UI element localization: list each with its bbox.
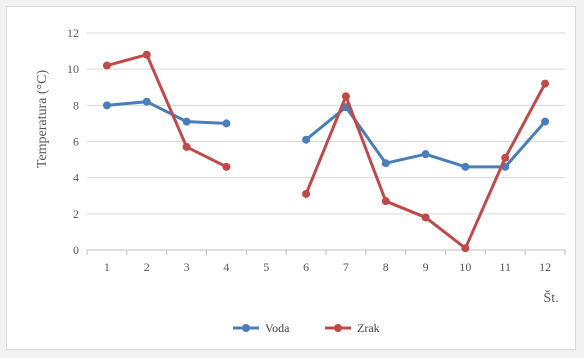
y-tick-label: 0 xyxy=(73,243,79,257)
x-tick-label: 4 xyxy=(223,260,229,274)
y-tick-label: 6 xyxy=(73,135,79,149)
legend-label-voda: Voda xyxy=(265,321,290,335)
y-axis-title: Temperatura (°C) xyxy=(35,70,50,169)
x-tick-label: 11 xyxy=(499,260,511,274)
series-group xyxy=(102,50,550,253)
x-tick-label: 2 xyxy=(144,260,150,274)
data-point-voda xyxy=(541,117,550,126)
data-point-voda xyxy=(142,97,151,106)
x-tick-label: 8 xyxy=(383,260,389,274)
data-point-voda xyxy=(182,117,191,126)
series-line-voda xyxy=(105,100,228,125)
legend-marker-zrak xyxy=(334,324,342,332)
y-tick-label: 2 xyxy=(73,207,79,221)
data-point-zrak xyxy=(222,162,231,171)
data-point-zrak xyxy=(341,92,350,101)
series-line-zrak xyxy=(105,53,228,169)
data-point-zrak xyxy=(302,189,311,198)
y-tick-label: 4 xyxy=(73,171,79,185)
x-tick-label: 9 xyxy=(423,260,429,274)
data-point-zrak xyxy=(102,61,111,70)
y-tick-label: 12 xyxy=(67,26,79,40)
data-point-zrak xyxy=(421,213,430,222)
series-line-zrak xyxy=(304,82,547,250)
x-tick-label: 3 xyxy=(184,260,190,274)
legend-label-zrak: Zrak xyxy=(357,321,380,335)
x-axis-title: Št. xyxy=(543,289,558,306)
data-point-voda xyxy=(302,135,311,144)
data-point-voda xyxy=(102,101,111,110)
x-tick-label: 1 xyxy=(104,260,110,274)
y-tick-label: 10 xyxy=(67,62,79,76)
chart-frame: 0 2 4 6 8 10 12 1 2 3 4 5 6 7 8 9 10 11 12 Temperatura (°C… xyxy=(6,6,576,350)
data-point-voda xyxy=(421,150,430,159)
x-tick-label: 10 xyxy=(459,260,471,274)
data-point-voda xyxy=(461,162,470,171)
data-point-zrak xyxy=(182,142,191,151)
data-point-voda xyxy=(222,119,231,128)
data-point-zrak xyxy=(541,79,550,88)
x-tick-label: 5 xyxy=(263,260,269,274)
x-tick-label: 7 xyxy=(343,260,349,274)
x-tick-label: 12 xyxy=(539,260,551,274)
y-tick-label: 8 xyxy=(73,98,79,112)
data-point-zrak xyxy=(142,50,151,59)
data-point-voda xyxy=(381,159,390,168)
legend-marker-voda xyxy=(242,324,250,332)
legend: Voda Zrak xyxy=(233,321,380,335)
data-point-zrak xyxy=(461,244,470,253)
x-tick-label: 6 xyxy=(303,260,309,274)
data-point-zrak xyxy=(381,197,390,206)
data-point-zrak xyxy=(501,153,510,162)
